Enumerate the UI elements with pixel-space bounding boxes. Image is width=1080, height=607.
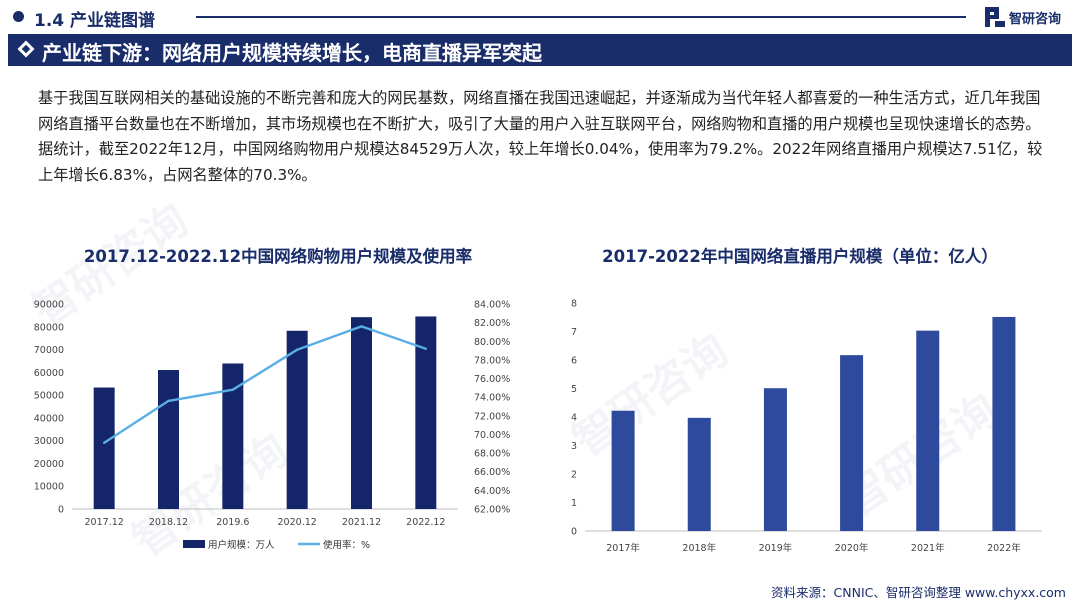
brand-logo: 智研咨询 bbox=[985, 5, 1061, 29]
y-tick-label: 70000 bbox=[34, 345, 64, 356]
series-line bbox=[103, 325, 427, 444]
y-tick-label: 50000 bbox=[34, 391, 64, 402]
banner-title: 产业链下游：网络用户规模持续增长，电商直播异军突起 bbox=[42, 41, 542, 65]
logo-icon bbox=[985, 7, 1005, 27]
x-tick-label: 2021.12 bbox=[342, 517, 381, 528]
x-tick-label: 2022年 bbox=[987, 542, 1021, 554]
bar bbox=[351, 317, 372, 509]
legend-swatch-bars bbox=[183, 540, 205, 548]
y-tick-label: 90000 bbox=[34, 300, 64, 311]
intro-paragraph: 基于我国互联网相关的基础设施的不断完善和庞大的网民基数，网络直播在我国迅速崛起，… bbox=[38, 89, 1043, 184]
section-banner: 产业链下游：网络用户规模持续增长，电商直播异军突起 bbox=[8, 34, 1072, 66]
bar bbox=[840, 355, 864, 531]
x-tick-label: 2017年 bbox=[606, 542, 640, 554]
y2-tick-label: 84.00% bbox=[474, 300, 510, 311]
line-point bbox=[295, 348, 299, 351]
line-point bbox=[102, 441, 106, 445]
bar bbox=[222, 363, 244, 509]
y2-tick-label: 74.00% bbox=[474, 393, 510, 404]
line-point bbox=[231, 388, 235, 391]
x-tick-label: 2017.12 bbox=[85, 517, 124, 528]
source-note: 资料来源：CNNIC、智研咨询整理 www.chyxx.com bbox=[771, 585, 1066, 600]
divider bbox=[196, 16, 966, 18]
y-tick-label: 40000 bbox=[34, 413, 64, 424]
y-tick-label: 80000 bbox=[34, 322, 64, 333]
livestream-users-chart: 0 1 2 3 4 5 6 7 8 2017年 2018年 2019年 2020年 2021年 2022年 bbox=[571, 299, 1042, 554]
y2-tick-label: 78.00% bbox=[474, 355, 510, 366]
bar bbox=[992, 316, 1016, 531]
chart-title-shopping: 2017.12-2022.12中国网络购物用户规模及使用率 bbox=[83, 247, 473, 266]
y-tick-label: 3 bbox=[571, 441, 577, 452]
section-title: 1.4 产业链图谱 bbox=[34, 11, 156, 31]
y-tick-label: 7 bbox=[571, 327, 577, 338]
bar bbox=[916, 330, 940, 531]
top-bar: 1.4 产业链图谱 智研咨询 bbox=[0, 0, 1080, 34]
y-tick-label: 0 bbox=[58, 505, 64, 516]
y-tick-label: 6 bbox=[571, 356, 577, 367]
y2-tick-label: 76.00% bbox=[474, 374, 510, 385]
y-tick-label: 8 bbox=[571, 299, 577, 310]
y2-tick-label: 68.00% bbox=[474, 449, 510, 460]
bar bbox=[415, 316, 437, 509]
shopping-users-chart: 0 10000 20000 30000 40000 50000 60000 70000 8000… bbox=[34, 300, 510, 552]
x-tick-label: 2018.12 bbox=[149, 517, 188, 528]
x-tick-label: 2018年 bbox=[682, 542, 716, 554]
x-tick-label: 2019.6 bbox=[216, 517, 249, 528]
x-tick-label: 2020年 bbox=[835, 542, 869, 554]
bar bbox=[158, 370, 179, 509]
x-tick-label: 2020.12 bbox=[278, 517, 317, 528]
chart-title-livestream: 2017-2022年中国网络直播用户规模（单位：亿人） bbox=[602, 247, 998, 266]
y-tick-label: 5 bbox=[571, 384, 577, 395]
y2-tick-label: 82.00% bbox=[474, 318, 510, 329]
y-tick-label: 1 bbox=[571, 498, 577, 509]
y-tick-label: 2 bbox=[571, 470, 577, 481]
y2-tick-label: 66.00% bbox=[474, 467, 510, 478]
bar bbox=[286, 330, 308, 509]
y2-tick-label: 70.00% bbox=[474, 430, 510, 441]
bullet-icon bbox=[13, 11, 24, 22]
line-point bbox=[360, 325, 363, 328]
brand-name: 智研咨询 bbox=[1009, 11, 1062, 27]
x-tick-label: 2021年 bbox=[911, 542, 945, 554]
legend-label-line: 使用率：% bbox=[323, 539, 370, 551]
y-tick-label: 60000 bbox=[34, 368, 64, 379]
legend-label-bars: 用户规模：万人 bbox=[208, 539, 275, 551]
x-tick-label: 2022.12 bbox=[406, 517, 445, 528]
y2-tick-label: 64.00% bbox=[474, 486, 510, 497]
line-point bbox=[167, 399, 170, 403]
y2-tick-label: 80.00% bbox=[474, 337, 510, 348]
y-tick-label: 4 bbox=[571, 413, 577, 424]
x-tick-label: 2019年 bbox=[759, 542, 793, 554]
y2-tick-label: 62.00% bbox=[474, 505, 510, 516]
bar bbox=[611, 410, 635, 531]
bar bbox=[763, 388, 787, 531]
line-point bbox=[424, 347, 428, 350]
y-tick-label: 30000 bbox=[34, 436, 64, 447]
bar bbox=[687, 417, 711, 531]
y-tick-label: 20000 bbox=[34, 459, 64, 470]
bar bbox=[93, 387, 115, 509]
y2-tick-label: 72.00% bbox=[474, 411, 510, 422]
y-tick-label: 10000 bbox=[34, 482, 64, 493]
y-tick-label: 0 bbox=[571, 527, 577, 538]
